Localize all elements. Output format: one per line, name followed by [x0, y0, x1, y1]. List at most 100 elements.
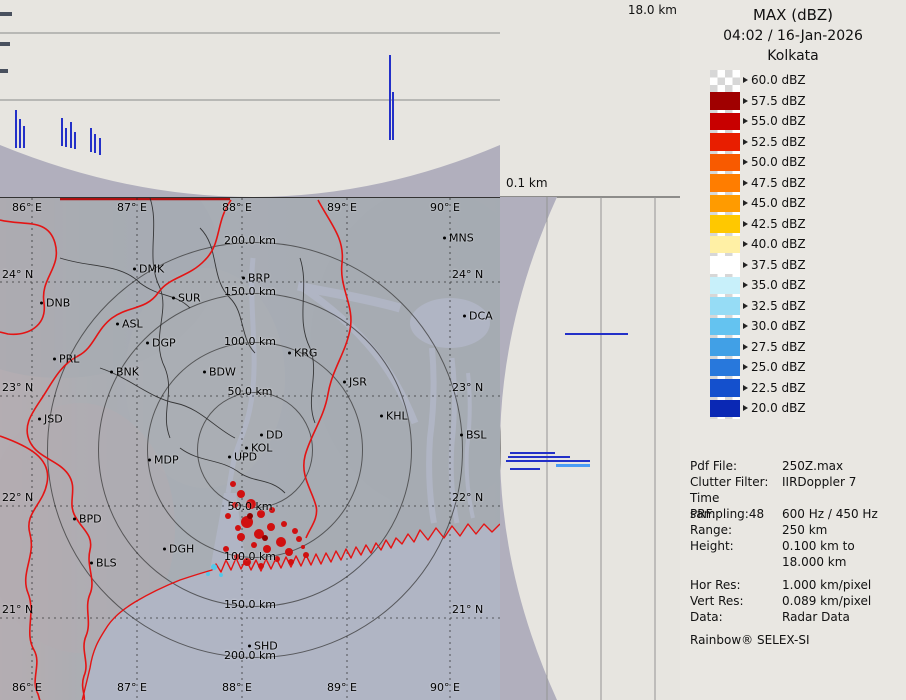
- lat-label: 23° N: [452, 381, 484, 394]
- info-row: Data: Radar Data: [690, 610, 850, 624]
- range-ring-label: 50.0 km: [227, 385, 273, 398]
- axis-tick: [0, 69, 8, 73]
- station-marker: UPD: [228, 451, 257, 464]
- info-row: Time sampling:48: [690, 491, 765, 521]
- colorbar-swatch: [710, 254, 740, 275]
- station-dot-icon: [40, 301, 43, 305]
- station-dot-icon: [73, 517, 76, 521]
- colorbar-tick-icon: [743, 200, 748, 207]
- colorbar-tick-icon: [743, 343, 748, 350]
- colorbar-row: 60.0 dBZ: [710, 70, 806, 91]
- station-dot-icon: [343, 380, 346, 384]
- colorbar-swatch: [710, 111, 740, 132]
- station-marker: KHL: [380, 410, 408, 423]
- colorbar-tick-icon: [743, 384, 748, 391]
- colorbar-row: 35.0 dBZ: [710, 275, 806, 296]
- station-dot-icon: [245, 446, 248, 450]
- station-marker: DD: [260, 429, 283, 442]
- lon-label: 89° E: [327, 681, 357, 694]
- lat-label: 24° N: [2, 268, 34, 281]
- info-row: Hor Res: 1.000 km/pixel: [690, 578, 872, 592]
- station-dot-icon: [133, 267, 136, 271]
- range-ring-label: 100.0 km: [223, 550, 277, 563]
- colorbar-row: 50.0 dBZ: [710, 152, 806, 173]
- station-marker: DGH: [163, 543, 194, 556]
- station-dot-icon: [463, 314, 466, 318]
- colorbar-tick-icon: [743, 220, 748, 227]
- colorbar-tick-icon: [743, 159, 748, 166]
- station-dot-icon: [110, 370, 113, 374]
- station-marker: KOL: [245, 442, 272, 455]
- colorbar-row: 37.5 dBZ: [710, 254, 806, 275]
- lon-label: 90° E: [430, 201, 460, 214]
- echo-rows: [506, 333, 628, 470]
- station-dot-icon: [163, 547, 166, 551]
- range-ring-label: 200.0 km: [223, 649, 277, 662]
- colorbar-swatch: [710, 377, 740, 398]
- colorbar-tick-icon: [743, 364, 748, 371]
- station-marker: KRG: [288, 347, 317, 360]
- side-height-profile: 18.0 km 0.1 km: [500, 0, 680, 700]
- station-dot-icon: [148, 458, 151, 462]
- station-marker: MDP: [148, 454, 179, 467]
- colorbar-tick-icon: [743, 241, 748, 248]
- colorbar-swatch: [710, 90, 740, 111]
- lon-label: 88° E: [222, 681, 252, 694]
- station-dot-icon: [38, 417, 41, 421]
- lon-label: 90° E: [430, 681, 460, 694]
- station-marker: BLS: [90, 557, 117, 570]
- out-of-range-mask: [0, 198, 500, 700]
- radar-map[interactable]: 86° E 87° E 88° E 89° E 90° E 86° E 87° …: [0, 197, 500, 700]
- colorbar-tick-icon: [743, 118, 748, 125]
- lon-label: 88° E: [222, 201, 252, 214]
- station-dot-icon: [260, 433, 263, 437]
- station-marker: DCA: [463, 310, 493, 323]
- station-dot-icon: [116, 322, 119, 326]
- map-echoes: [206, 481, 309, 577]
- colorbar-row: 27.5 dBZ: [710, 336, 806, 357]
- colorbar-row: 22.5 dBZ: [710, 377, 806, 398]
- colorbar-tick-icon: [743, 77, 748, 84]
- axis-tick: [0, 12, 12, 16]
- station-dot-icon: [242, 276, 245, 280]
- colorbar-tick-icon: [743, 282, 748, 289]
- info-row: Pdf File: 250Z.max: [690, 459, 844, 473]
- lon-label: 87° E: [117, 681, 147, 694]
- colorbar-row: 47.5 dBZ: [710, 172, 806, 193]
- colorbar-swatch: [710, 172, 740, 193]
- colorbar-swatch: [710, 193, 740, 214]
- lon-label: 86° E: [12, 201, 42, 214]
- range-ring-label: 150.0 km: [223, 285, 277, 298]
- station-dot-icon: [248, 644, 251, 648]
- station-dot-icon: [53, 357, 56, 361]
- station-marker: DGP: [146, 337, 176, 350]
- station-marker: ASL: [116, 318, 143, 331]
- product-info: Pdf File: 250Z.max Clutter Filter: IIRDopp…: [690, 458, 900, 648]
- colorbar-swatch: [710, 213, 740, 234]
- scan-envelope: [0, 145, 500, 197]
- info-row: Range: 250 km: [690, 523, 828, 537]
- station-marker: MNS: [443, 232, 474, 245]
- colorbar-row: 30.0 dBZ: [710, 316, 806, 337]
- station-marker: BRP: [242, 272, 270, 285]
- lat-label: 24° N: [452, 268, 484, 281]
- range-ring-label: 100.0 km: [223, 335, 277, 348]
- top-profile-canvas: [0, 12, 500, 197]
- station-marker: DMK: [133, 263, 164, 276]
- colorbar-row: 20.0 dBZ: [710, 398, 806, 419]
- colorbar-tick-icon: [743, 302, 748, 309]
- min-height-label: 0.1 km: [506, 176, 548, 190]
- colorbar-tick-icon: [743, 323, 748, 330]
- station-marker: JSD: [38, 413, 63, 426]
- colorbar-swatch: [710, 275, 740, 296]
- station-marker: PRL: [53, 353, 79, 366]
- colorbar-swatch: [710, 336, 740, 357]
- scan-envelope: [500, 197, 557, 700]
- station-dot-icon: [380, 414, 383, 418]
- colorbar-tick-icon: [743, 97, 748, 104]
- product-title: MAX (dBZ): [752, 6, 834, 24]
- station-dot-icon: [146, 341, 149, 345]
- colorbar-swatch: [710, 70, 740, 91]
- station-marker: DNB: [40, 297, 70, 310]
